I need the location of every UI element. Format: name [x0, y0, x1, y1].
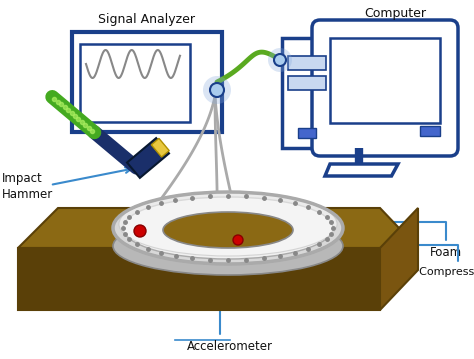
- Circle shape: [274, 54, 286, 66]
- Text: Impact
Hammer: Impact Hammer: [2, 172, 53, 201]
- Text: Rear Compressor Casing: Rear Compressor Casing: [345, 243, 474, 277]
- Polygon shape: [151, 138, 169, 157]
- FancyBboxPatch shape: [288, 56, 326, 70]
- FancyBboxPatch shape: [420, 126, 440, 136]
- FancyBboxPatch shape: [288, 76, 326, 90]
- Text: Accelerometer: Accelerometer: [187, 270, 273, 353]
- Ellipse shape: [113, 217, 343, 275]
- FancyBboxPatch shape: [298, 128, 316, 138]
- FancyBboxPatch shape: [80, 44, 190, 122]
- Circle shape: [233, 235, 243, 245]
- Polygon shape: [127, 138, 169, 178]
- Ellipse shape: [113, 192, 343, 264]
- Ellipse shape: [119, 192, 337, 256]
- Polygon shape: [380, 208, 418, 310]
- FancyBboxPatch shape: [330, 38, 440, 123]
- Text: Computer: Computer: [364, 7, 426, 20]
- Polygon shape: [18, 248, 380, 310]
- Circle shape: [134, 225, 146, 237]
- Polygon shape: [325, 164, 398, 176]
- FancyBboxPatch shape: [312, 20, 458, 156]
- Circle shape: [203, 76, 231, 104]
- Ellipse shape: [163, 212, 293, 248]
- Polygon shape: [18, 208, 418, 248]
- Text: Foam: Foam: [385, 220, 462, 258]
- Circle shape: [210, 83, 224, 97]
- Circle shape: [268, 48, 292, 72]
- Text: Signal Analyzer: Signal Analyzer: [99, 13, 195, 26]
- FancyBboxPatch shape: [72, 32, 222, 132]
- FancyBboxPatch shape: [282, 38, 332, 148]
- Ellipse shape: [123, 197, 333, 259]
